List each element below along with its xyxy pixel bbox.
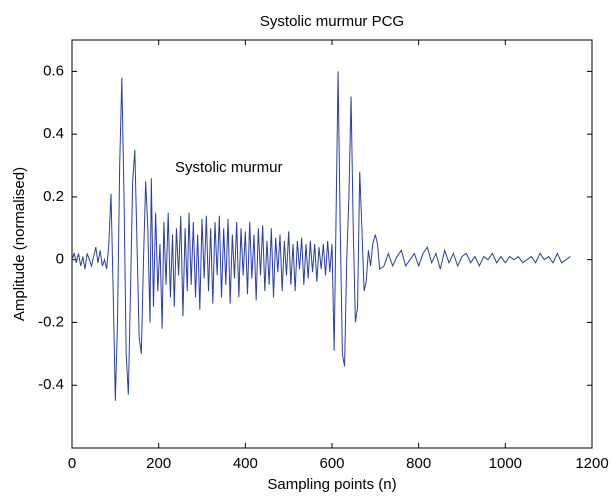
x-tick-label: 800	[406, 455, 431, 472]
signal-line	[71, 71, 571, 401]
y-axis-label: Amplitude (normalised)	[11, 167, 28, 321]
x-tick-label: 400	[233, 455, 258, 472]
y-tick-label: -0.4	[38, 376, 64, 393]
x-tick-label: 1200	[575, 455, 608, 472]
y-tick-label: 0.2	[43, 188, 64, 205]
x-tick-label: 1000	[489, 455, 522, 472]
x-tick-label: 200	[146, 455, 171, 472]
x-axis-label: Sampling points (n)	[267, 476, 396, 493]
x-tick-label: 0	[68, 455, 76, 472]
y-tick-label: 0	[56, 251, 64, 268]
x-tick-label: 600	[319, 455, 344, 472]
y-tick-label: 0.6	[43, 62, 64, 79]
chart-title: Systolic murmur PCG	[260, 13, 404, 30]
annotation: Systolic murmur	[175, 159, 283, 176]
y-tick-label: 0.4	[43, 125, 64, 142]
y-tick-label: -0.2	[38, 313, 64, 330]
